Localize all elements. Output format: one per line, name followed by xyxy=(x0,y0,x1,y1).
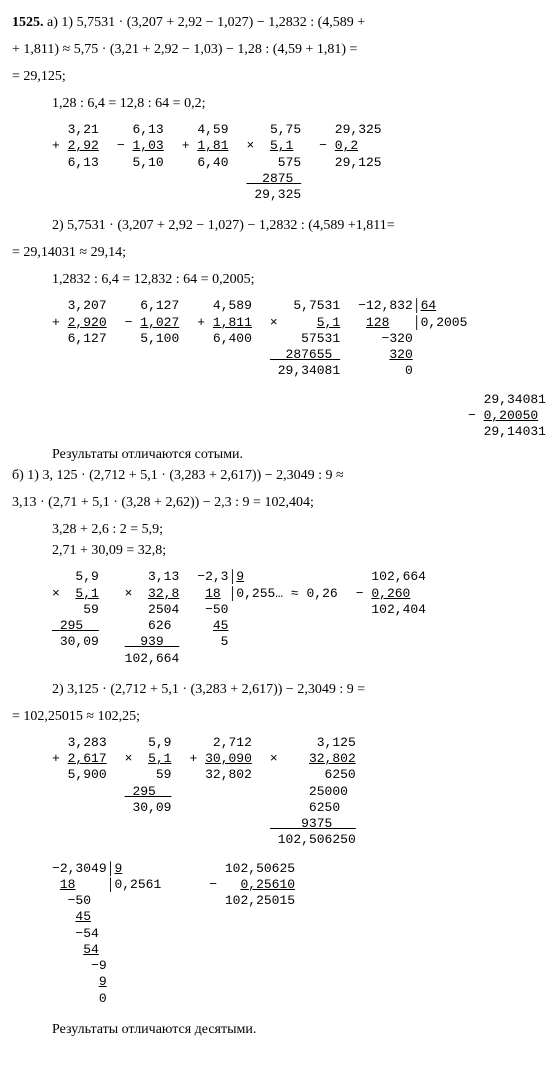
b2-mul1: 5,9 × 5,1 59 295 30,09 xyxy=(125,735,172,816)
b1-mul1: 5,9 × 5,1 59 295 30,09 xyxy=(52,569,99,650)
part-a-label: а) xyxy=(47,15,58,30)
b1-line: б) 1) 3, 125 · (2,712 + 5,1 · (3,283 + 2… xyxy=(12,465,546,486)
b1-calc-row: 5,9 × 5,1 59 295 30,09 3,13 × 32,8 2504 … xyxy=(52,569,546,667)
b2-calc-row2: −2,3049│9 18 │0,2561 −50 45 −54 54 −9 9 … xyxy=(52,861,546,1007)
problem-number: 1525. xyxy=(12,15,44,30)
a2-final-sub: 29,34081 − 0,20050 29,14031 xyxy=(32,392,546,441)
b2-result: Результаты отличаются десятыми. xyxy=(52,1019,546,1040)
problem-header: 1525. а) 1) 5,7531 · (3,207 + 2,92 − 1,0… xyxy=(12,12,546,33)
b1-aux1: 3,28 + 2,6 : 2 = 5,9; xyxy=(52,519,546,540)
a1-calc-row: 3,21 + 2,92 6,13 6,13 − 1,03 5,10 4,59 +… xyxy=(52,122,546,203)
b1-div1: −2,3│9 18 │0,255… ≈ 0,26 −50 45 5 xyxy=(197,569,337,650)
a2-aux: 1,2832 : 6,4 = 12,832 : 64 = 0,2005; xyxy=(52,269,546,290)
a2-calc-row: 3,207 + 2,920 6,127 6,127 − 1,027 5,100 … xyxy=(52,298,546,379)
a1-aux: 1,28 : 6,4 = 12,8 : 64 = 0,2; xyxy=(52,93,546,114)
part-b-label: б) xyxy=(12,468,24,483)
a1-sub2: 29,325 − 0,2 29,125 xyxy=(319,122,381,171)
a2-label: 2) xyxy=(52,218,64,233)
a1-expr1: 5,7531 · (3,207 + 2,92 − 1,027) − 1,2832… xyxy=(77,15,366,30)
b1-sub1: 102,664 − 0,260 102,404 xyxy=(356,569,426,618)
a2-expr2: = 29,14031 ≈ 29,14; xyxy=(12,242,546,263)
a2-add1: 3,207 + 2,920 6,127 xyxy=(52,298,107,347)
b1-mul2: 3,13 × 32,8 2504 626 939 102,664 xyxy=(117,569,179,667)
b2-expr1: 3,125 · (2,712 + 5,1 · (3,283 + 2,617)) … xyxy=(67,682,365,697)
b1-label: 1) xyxy=(27,468,39,483)
a1-sub1: 6,13 − 1,03 5,10 xyxy=(117,122,164,171)
b2-calc-row1: 3,283 + 2,617 5,900 5,9 × 5,1 59 295 30,… xyxy=(52,735,546,849)
b1-expr2: 3,13 · (2,71 + 5,1 · (3,28 + 2,62)) − 2,… xyxy=(12,492,546,513)
a2-div1: −12,832│64 128 │0,2005 −320 320 0 xyxy=(358,298,467,379)
a2-sub1: 6,127 − 1,027 5,100 xyxy=(125,298,180,347)
b2-mul2: 3,125 × 32,802 6250 25000 6250 9375 102,… xyxy=(270,735,356,849)
a1-mul1: 5,75 × 5,1 575 2875 29,325 xyxy=(247,122,302,203)
b2-expr2: = 102,25015 ≈ 102,25; xyxy=(12,706,546,727)
a1-expr3: = 29,125; xyxy=(12,66,546,87)
b2-add2: 2,712 + 30,090 32,802 xyxy=(189,735,251,784)
b2-div1: −2,3049│9 18 │0,2561 −50 45 −54 54 −9 9 … xyxy=(52,861,161,1007)
b2-line: 2) 3,125 · (2,712 + 5,1 · (3,283 + 2,617… xyxy=(52,679,546,700)
b2-add1: 3,283 + 2,617 5,900 xyxy=(52,735,107,784)
a1-label: 1) xyxy=(61,15,73,30)
a1-add1: 3,21 + 2,92 6,13 xyxy=(52,122,99,171)
b2-sub1: 102,50625 − 0,25610 102,25015 xyxy=(209,861,295,910)
a1-expr2: + 1,811) ≈ 5,75 · (3,21 + 2,92 − 1,03) −… xyxy=(12,39,546,60)
a2-expr1: 5,7531 · (3,207 + 2,92 − 1,027) − 1,2832… xyxy=(67,218,395,233)
a2-line: 2) 5,7531 · (3,207 + 2,92 − 1,027) − 1,2… xyxy=(52,215,546,236)
b2-label: 2) xyxy=(52,682,64,697)
a2-add2: 4,589 + 1,811 6,400 xyxy=(197,298,252,347)
a2-result: Результаты отличаются сотыми. xyxy=(52,444,546,465)
a1-add2: 4,59 + 1,81 6,40 xyxy=(182,122,229,171)
b1-aux2: 2,71 + 30,09 = 32,8; xyxy=(52,540,546,561)
b1-expr1: 3, 125 · (2,712 + 5,1 · (3,283 + 2,617))… xyxy=(42,468,343,483)
a2-mul1: 5,7531 × 5,1 57531 287655 29,34081 xyxy=(270,298,340,379)
